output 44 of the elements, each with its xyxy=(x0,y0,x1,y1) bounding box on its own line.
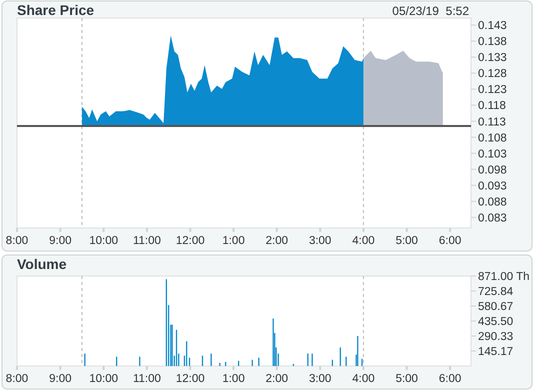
x-tick-label: 12:00 xyxy=(176,235,205,247)
x-tick-label: 4:00 xyxy=(352,373,375,385)
x-tick-label: 3:00 xyxy=(308,373,332,385)
x-tick-label: 3:00 xyxy=(308,235,332,247)
x-tick-label: 8:00 xyxy=(6,235,28,247)
y-tick-label: 0.093 xyxy=(478,180,507,192)
chart-title: Volume xyxy=(17,256,67,272)
x-tick-label: 9:00 xyxy=(49,373,72,385)
y-tick-label: 0.118 xyxy=(478,100,506,112)
x-tick-label: 5:00 xyxy=(396,373,418,385)
y-tick-label: 0.098 xyxy=(478,164,507,176)
x-tick-label: 1:00 xyxy=(222,373,245,385)
y-tick-label: 0.143 xyxy=(478,20,507,32)
x-tick-label: 10:00 xyxy=(89,235,118,247)
y-tick-label: 871.00 Th xyxy=(478,271,530,284)
x-tick-label: 5:00 xyxy=(396,235,418,247)
x-tick-label: 1:00 xyxy=(222,235,245,247)
y-tick-label: 725.84 xyxy=(478,286,514,298)
y-tick-label: 0.128 xyxy=(478,68,507,80)
y-tick-label: 145.17 xyxy=(478,346,514,358)
x-tick-label: 9:00 xyxy=(49,235,72,247)
x-tick-label: 6:00 xyxy=(438,373,462,385)
x-tick-label: 6:00 xyxy=(438,235,462,247)
y-tick-label: 0.138 xyxy=(478,36,507,48)
x-tick-label: 11:00 xyxy=(132,235,161,247)
x-tick-label: 2:00 xyxy=(266,373,288,385)
y-tick-label: 0.123 xyxy=(478,84,507,96)
x-tick-label: 8:00 xyxy=(6,373,28,385)
x-tick-label: 10:00 xyxy=(89,373,118,385)
y-tick-label: 0.088 xyxy=(478,196,507,208)
x-tick-label: 12:00 xyxy=(176,373,205,385)
x-tick-label: 11:00 xyxy=(132,373,161,385)
y-tick-label: 580.67 xyxy=(478,301,514,314)
y-tick-label: 290.33 xyxy=(478,331,514,344)
y-tick-label: 0.083 xyxy=(478,212,507,224)
chart-subtitle: 05/23/19 5:52 xyxy=(392,4,470,18)
y-tick-label: 0.103 xyxy=(478,148,507,160)
y-tick-label: 0.108 xyxy=(478,132,507,144)
y-tick-label: 0.133 xyxy=(478,52,507,64)
y-tick-label: 0.113 xyxy=(478,116,506,128)
x-tick-label: 4:00 xyxy=(352,235,375,247)
x-tick-label: 2:00 xyxy=(266,235,288,247)
y-tick-label: 435.50 xyxy=(478,316,514,328)
chart-title: Share Price xyxy=(17,2,94,18)
